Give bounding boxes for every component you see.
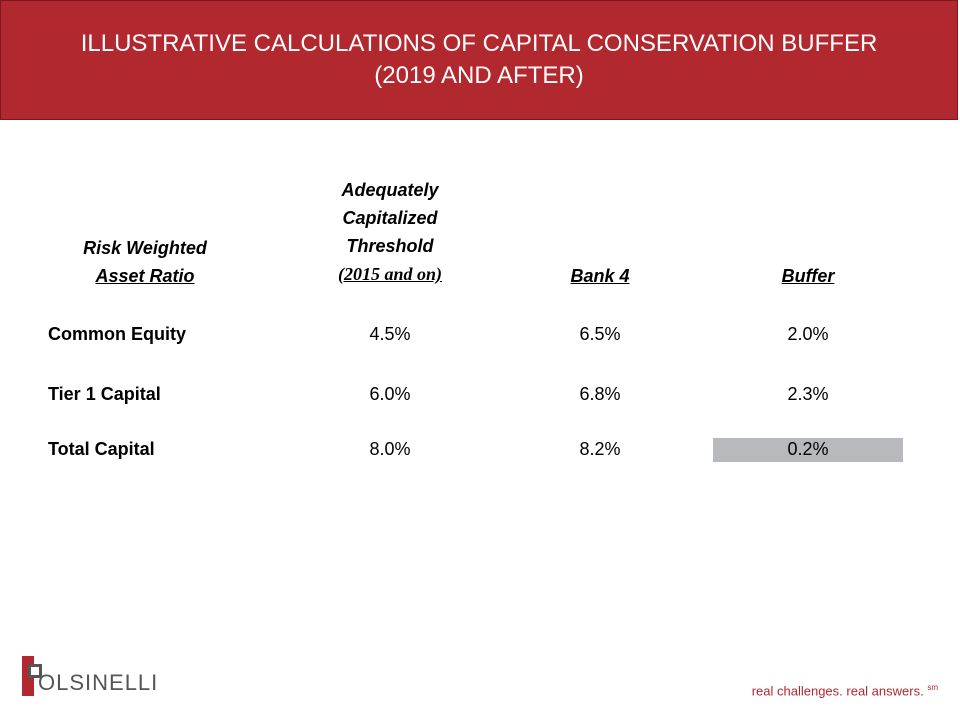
header-threshold-line1: Adequately <box>341 180 439 200</box>
header-threshold-note: (2015 and on) <box>337 264 442 284</box>
header-ratio-line1: Risk Weighted <box>83 238 207 258</box>
header-bank: Bank 4 <box>530 262 670 290</box>
tagline-text: real challenges. real answers. <box>751 683 924 699</box>
row-label-common-equity: Common Equity <box>48 324 186 344</box>
service-mark: sm <box>927 683 938 692</box>
header-ratio: Risk Weighted Asset Ratio <box>60 234 230 290</box>
row-label-total-capital: Total Capital <box>48 439 155 459</box>
header-buffer-label: Buffer <box>781 266 835 286</box>
title-line-2: (2019 AND AFTER) <box>374 62 584 89</box>
logo-mark-icon <box>22 656 42 696</box>
logo-text: OLSINELLI <box>38 670 159 695</box>
cell-threshold: 8.0% <box>369 439 411 459</box>
polsinelli-logo: OLSINELLI <box>22 656 158 696</box>
header-ratio-line2: Asset Ratio <box>95 266 195 286</box>
header-threshold: Adequately Capitalized Threshold (2015 a… <box>300 176 480 288</box>
header-buffer: Buffer <box>738 262 878 290</box>
cell-bank: 6.5% <box>579 324 621 344</box>
cell-bank: 6.8% <box>579 384 621 404</box>
tagline: real challenges. real answers. sm <box>752 683 938 698</box>
title-banner: ILLUSTRATIVE CALCULATIONS OF CAPITAL CON… <box>0 0 958 120</box>
header-threshold-line3: Threshold <box>346 236 434 256</box>
title-line-1: ILLUSTRATIVE CALCULATIONS OF CAPITAL CON… <box>80 30 878 57</box>
cell-buffer: 2.3% <box>787 384 829 404</box>
header-bank-label: Bank 4 <box>570 266 630 286</box>
buffer-highlight <box>713 438 903 462</box>
cell-buffer: 2.0% <box>787 324 829 344</box>
cell-bank: 8.2% <box>579 439 621 459</box>
header-threshold-line2: Capitalized <box>342 208 438 228</box>
cell-threshold: 6.0% <box>369 384 411 404</box>
row-label-tier1-capital: Tier 1 Capital <box>48 384 161 404</box>
cell-buffer: 0.2% <box>787 439 829 459</box>
cell-threshold: 4.5% <box>369 324 411 344</box>
